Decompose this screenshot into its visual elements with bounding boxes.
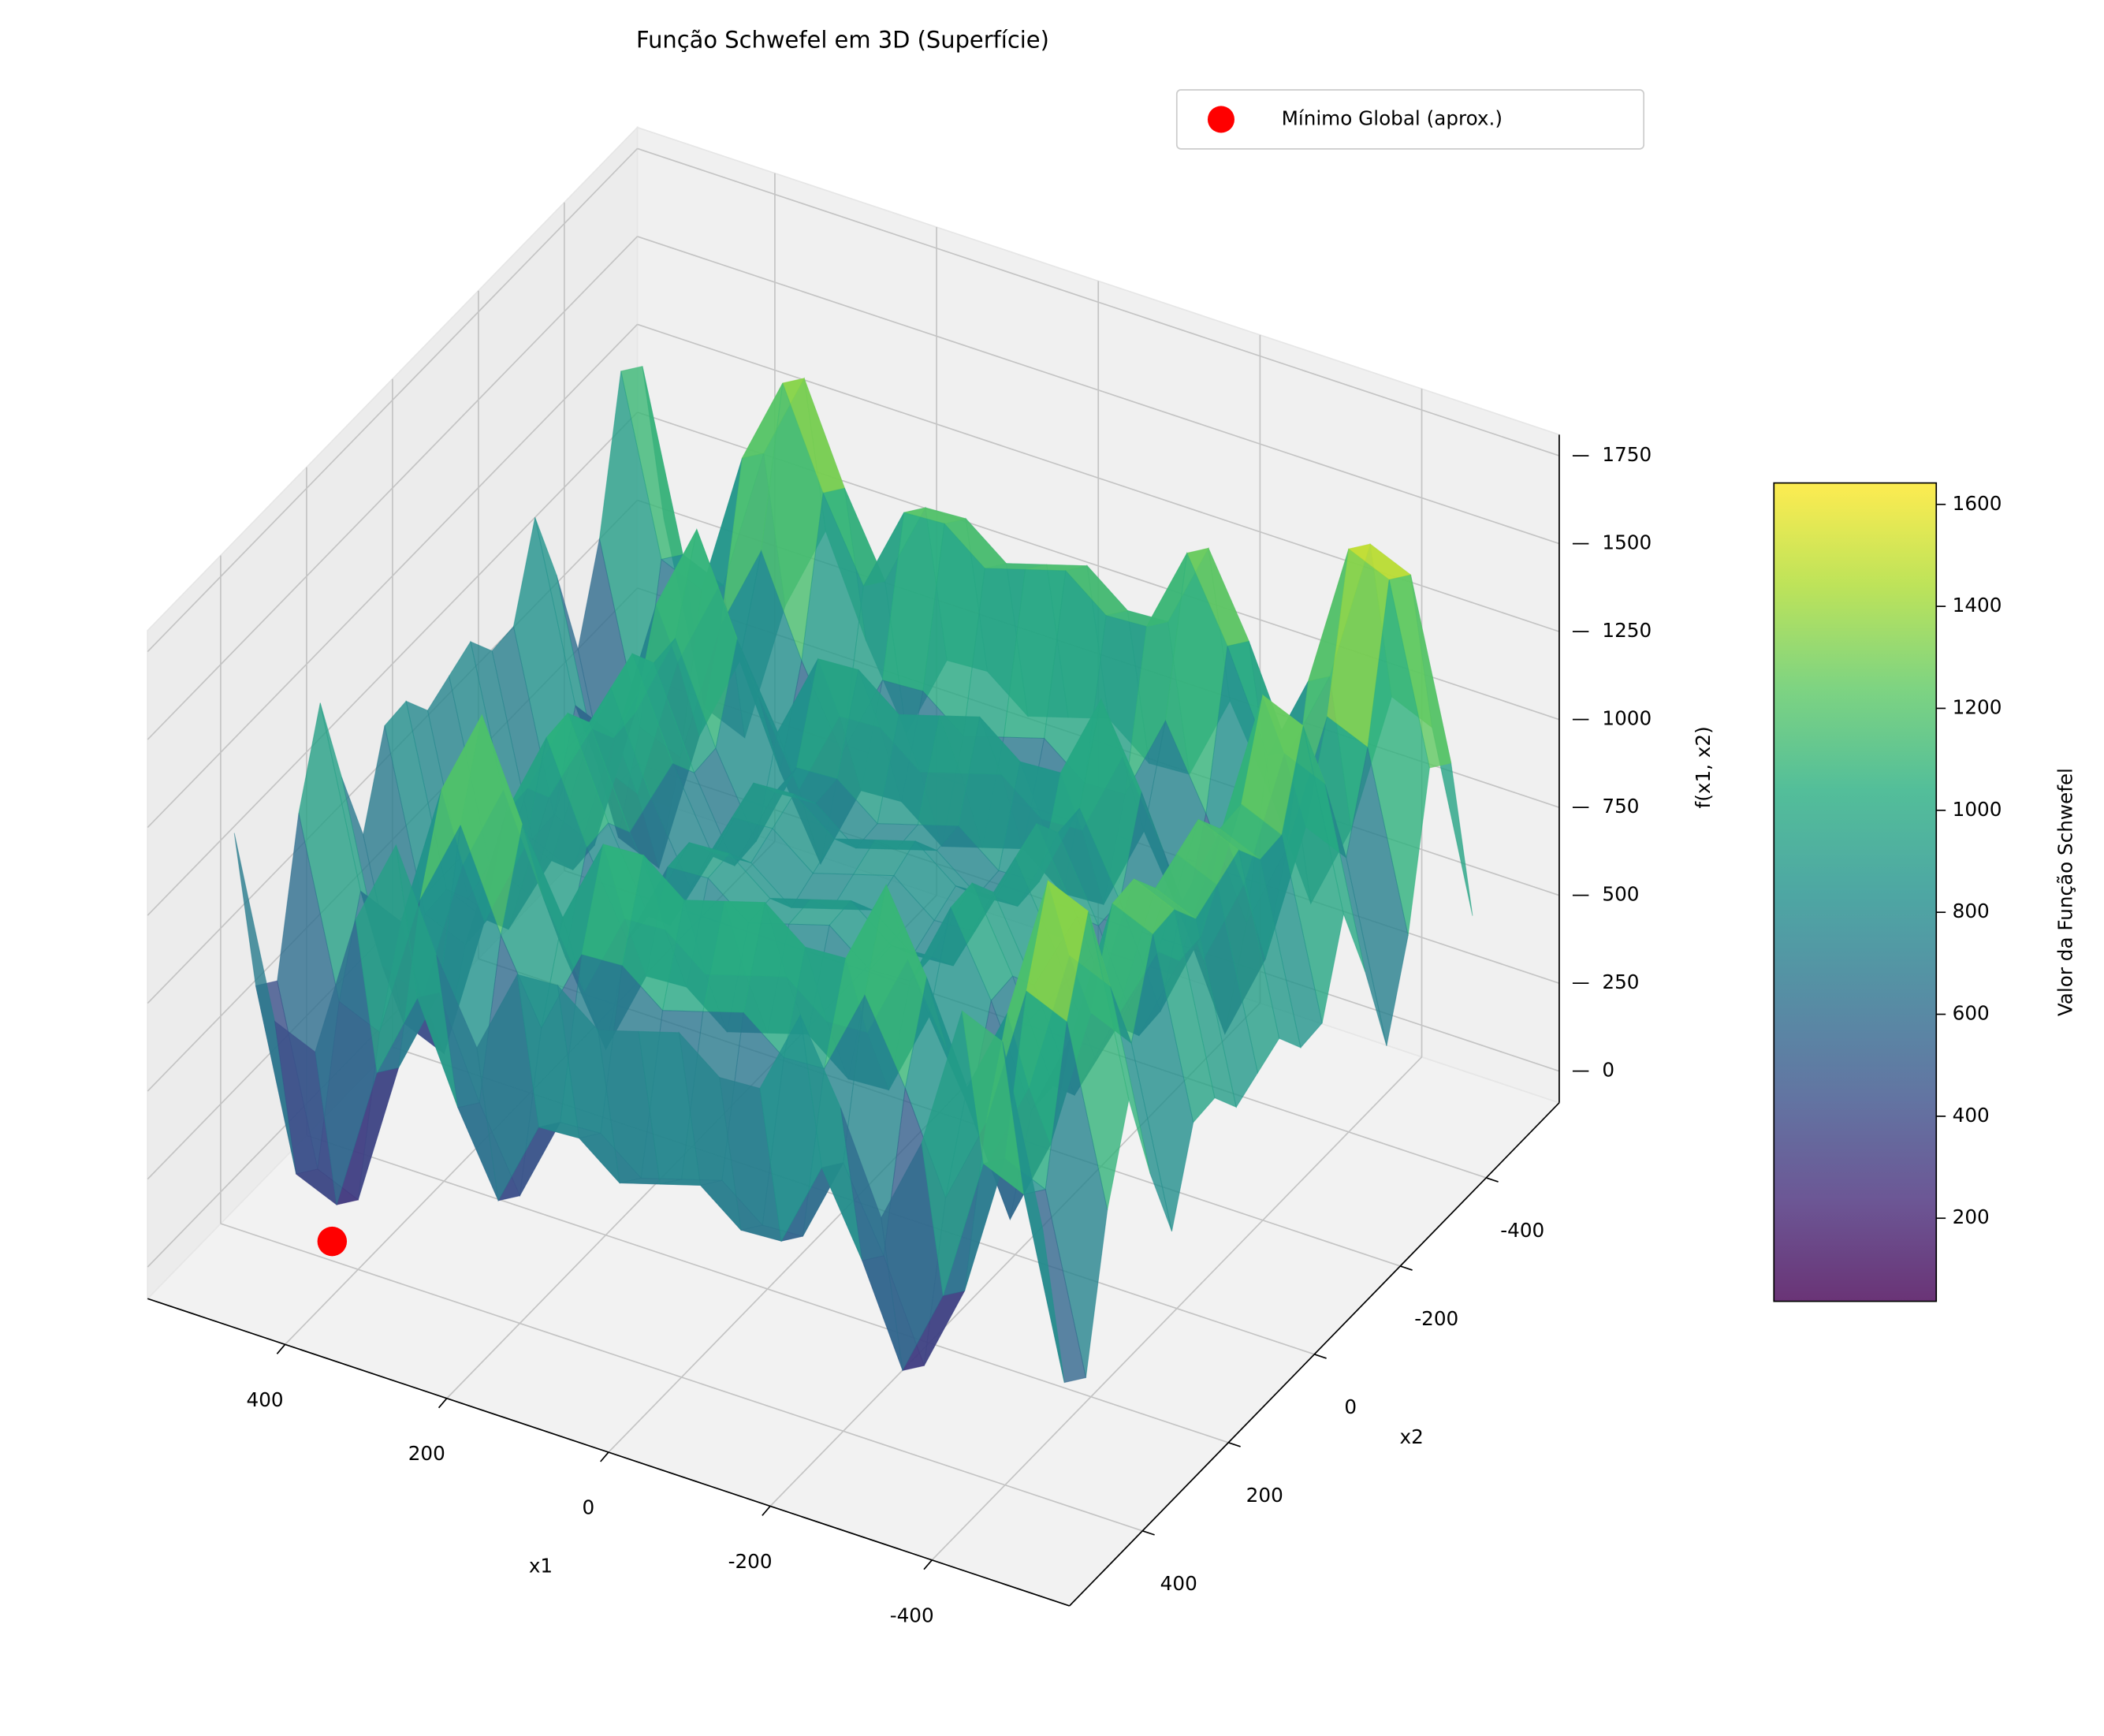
z-tick-label: 1250	[1602, 619, 1652, 642]
surface-patch	[719, 1076, 782, 1242]
surface-patch	[921, 1011, 985, 1296]
y-axis-label: x2	[1400, 1425, 1424, 1448]
y-tick-label: -400	[1500, 1219, 1544, 1242]
grid-line	[147, 323, 639, 829]
y-tick	[1400, 1265, 1413, 1271]
y-tick-label: -200	[1414, 1307, 1458, 1330]
colorbar-tick-label: 1000	[1953, 798, 2002, 821]
surface-patch	[557, 984, 620, 1185]
surface-patch	[638, 1030, 702, 1186]
x-tick-label: 200	[408, 1442, 445, 1465]
legend-label: Mínimo Global (aprox.)	[1282, 106, 1503, 129]
grid-line	[306, 1134, 1229, 1444]
surface-patch	[1002, 1041, 1065, 1383]
surface-patch	[395, 844, 459, 1108]
legend-marker	[1207, 106, 1234, 133]
grid-line	[637, 236, 1560, 545]
surface-patch	[476, 973, 539, 1202]
legend: Mínimo Global (aprox.)	[1175, 89, 1645, 150]
minimum-point	[317, 1226, 348, 1257]
x-tick	[762, 1505, 771, 1516]
colorbar-tick-label: 1400	[1953, 594, 2002, 617]
grid-line	[220, 1223, 1143, 1532]
colorbar-tick-label: 800	[1953, 900, 1990, 922]
grid-line	[637, 147, 1560, 456]
x-tick-label: -400	[890, 1604, 934, 1626]
surface-patch	[678, 1031, 742, 1231]
x-tick-label: -200	[728, 1550, 773, 1573]
chart-title: Função Schwefel em 3D (Superfície)	[636, 27, 1049, 54]
colorbar-label: Valor da Função Schwefel	[2054, 768, 2076, 1016]
z-tick-label: 1500	[1602, 531, 1652, 554]
surface-patch	[881, 1142, 944, 1372]
z-tick-label: 0	[1602, 1059, 1614, 1082]
axes: -400 -200 0 200 400 -400 -200 0 200 400 0 250 500 750…	[147, 434, 1652, 1626]
x-tick-label: 400	[247, 1388, 284, 1411]
colorbar-body	[1773, 482, 1938, 1302]
z-tick-label: 1750	[1602, 443, 1652, 466]
surface-patch	[961, 1010, 1025, 1195]
grid-line	[147, 412, 639, 916]
z-axis-label: f(x1, x2)	[1692, 726, 1715, 808]
surface-patch	[598, 1030, 661, 1185]
x-tick	[923, 1559, 933, 1570]
surface	[233, 366, 1473, 1384]
y-tick-label: 0	[1344, 1395, 1357, 1418]
x-tick-label: 0	[583, 1496, 595, 1519]
colorbar-tick-label: 1600	[1953, 492, 2002, 515]
x-tick	[600, 1451, 609, 1462]
surface-patch	[315, 919, 378, 1205]
surface-patch	[759, 1013, 823, 1242]
z-tick-label: 250	[1602, 970, 1639, 993]
grid-line	[147, 147, 639, 653]
y-tick	[1486, 1177, 1499, 1183]
y-tick-label: 400	[1160, 1572, 1197, 1595]
colorbar-tick-label: 1200	[1953, 695, 2002, 718]
grid-line	[147, 236, 639, 740]
y-tick	[1142, 1529, 1155, 1536]
x-axis-label: x1	[529, 1555, 553, 1578]
legend-box	[1175, 89, 1645, 150]
x-tick	[438, 1398, 448, 1409]
z-tick-label: 1000	[1602, 707, 1652, 730]
x-tick	[276, 1343, 286, 1354]
y-tick	[1314, 1354, 1327, 1359]
z-tick-label: 750	[1602, 795, 1639, 818]
colorbar-tick-label: 600	[1953, 1002, 1990, 1025]
colorbar-tick-label: 400	[1953, 1104, 1990, 1127]
y-tick-label: 200	[1246, 1484, 1283, 1507]
z-tick-label: 500	[1602, 883, 1639, 906]
colorbar-tick-label: 200	[1953, 1205, 1990, 1228]
y-tick	[1228, 1442, 1241, 1447]
colorbar: Valor da Função Schwefel 200 400 600 800 100…	[1773, 482, 2076, 1302]
